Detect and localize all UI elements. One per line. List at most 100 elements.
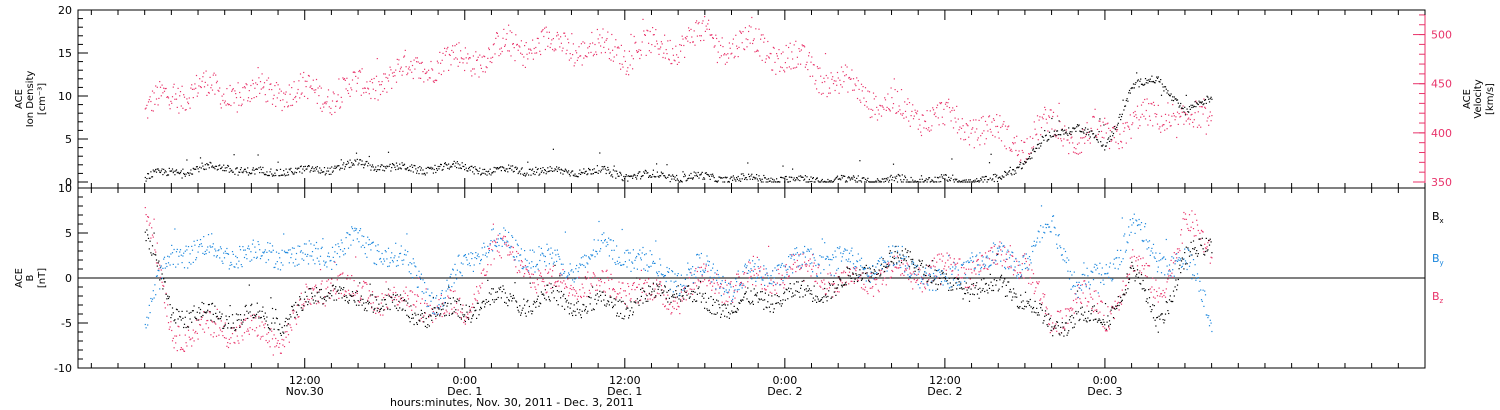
bx-point [219,311,221,313]
bx-point [655,295,657,297]
bz-point [1142,257,1144,259]
bz-point [1106,330,1108,332]
velocity-point [185,109,187,111]
density-point [157,168,159,170]
velocity-point [1208,115,1211,117]
velocity-point [545,26,547,28]
bx-point [634,301,636,303]
velocity-point [600,52,602,54]
velocity-point [207,84,209,86]
bz-point [1076,297,1079,299]
velocity-point [301,92,303,94]
density-point [684,173,686,175]
velocity-point [1096,128,1099,130]
velocity-point [504,44,506,46]
density-point [452,163,454,165]
velocity-point [1183,123,1185,125]
density-point [840,179,842,181]
density-point [937,177,939,179]
velocity-point [559,46,561,48]
velocity-point [505,38,507,40]
bz-point [180,347,182,349]
bz-point [1046,308,1048,310]
velocity-point [1052,115,1054,118]
density-point [223,170,226,172]
density-point [196,166,198,168]
velocity-point [824,81,826,83]
bx-point [930,281,932,283]
bx-point [752,300,754,302]
bz-point [882,279,884,281]
velocity-point [749,42,751,44]
velocity-point [217,89,219,91]
velocity-point [911,110,913,112]
density-point [1114,128,1116,130]
density-point [1067,134,1069,136]
bx-point [314,295,316,297]
bz-point [969,278,971,280]
bz-point [1023,277,1025,279]
bz-point [441,315,443,318]
density-point [827,178,829,181]
bx-point [325,300,327,302]
bz-point [667,294,669,296]
bz-point [379,309,381,311]
density-point [279,175,281,177]
velocity-point [1128,128,1131,130]
density-point [441,169,443,171]
velocity-point [201,80,203,82]
bx-point [461,308,463,310]
velocity-point [820,93,823,95]
bz-point [700,266,702,268]
density-point [625,174,627,176]
bx-point [550,283,552,285]
bx-point [251,303,253,305]
bx-point [257,311,259,313]
bx-point [223,327,225,329]
bz-point [268,340,270,342]
bz-point [681,300,683,302]
bx-point [386,294,388,296]
bz-point [827,273,829,275]
velocity-point [366,81,368,83]
bz-point [914,273,916,276]
bz-point [391,299,394,301]
velocity-point [358,70,360,73]
bz-point [362,285,364,287]
bz-point [939,258,941,260]
velocity-point [958,129,960,131]
bx-point [277,329,279,331]
bx-point [659,283,661,285]
bz-point [978,271,980,273]
velocity-point [412,77,414,80]
density-point [1161,83,1163,85]
bx-point [600,294,602,296]
density-point [989,177,991,179]
velocity-point [380,84,382,86]
bx-point [839,278,841,280]
density-point [290,167,292,169]
velocity-point [807,69,809,71]
density-point [895,177,897,180]
density-point [803,179,805,181]
velocity-point [831,78,833,80]
bx-point [480,307,482,310]
bz-point [1087,301,1089,303]
density-point [204,164,206,166]
velocity-point [989,128,991,130]
density-point [1127,100,1129,102]
bx-point [526,301,528,303]
bx-point [206,311,208,313]
bx-point [908,266,911,268]
bx-point [648,285,650,287]
velocity-point [921,114,923,116]
bz-point [196,332,198,334]
bz-point [366,283,368,285]
bx-point [203,311,206,313]
bx-point [157,262,159,264]
bz-point [849,268,851,270]
bz-point [1116,306,1118,308]
bz-point [1200,238,1202,240]
velocity-point [259,92,261,94]
bx-point [234,329,236,332]
